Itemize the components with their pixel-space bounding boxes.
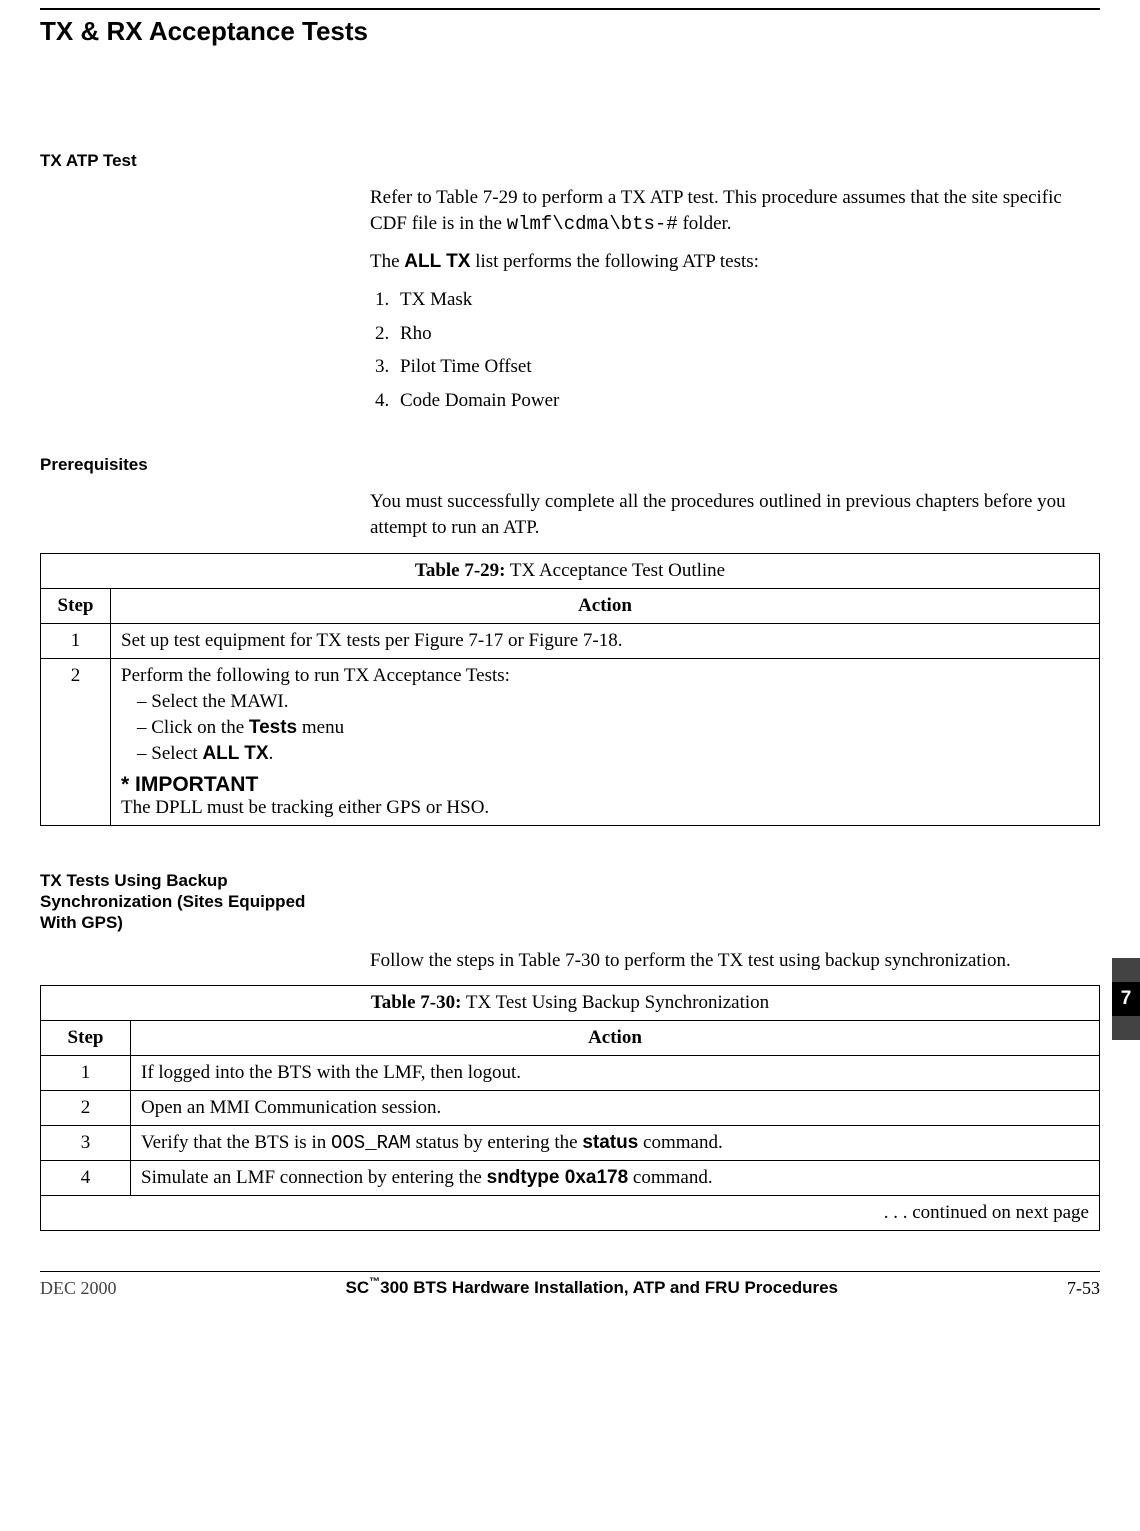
- table-title-bold: Table 7-29:: [415, 560, 506, 581]
- tx-backup-body: Follow the steps in Table 7-30 to perfor…: [370, 948, 1100, 974]
- table-7-30: Table 7-30: TX Test Using Backup Synchro…: [40, 985, 1100, 1231]
- action-cell: Open an MMI Communication session.: [131, 1091, 1100, 1126]
- list-item: Select ALL TX.: [137, 743, 1089, 765]
- text: 300 BTS Hardware Installation, ATP and F…: [380, 1278, 838, 1297]
- mono-text: wlmf\cdma\bts-#: [507, 213, 678, 235]
- table-row: 4 Simulate an LMF connection by entering…: [41, 1161, 1100, 1196]
- footer-center: SC™300 BTS Hardware Installation, ATP an…: [346, 1278, 839, 1298]
- prereq-body: You must successfully complete all the p…: [370, 489, 1100, 540]
- table-row-continued: . . . continued on next page: [41, 1196, 1100, 1231]
- tx-atp-para2: The ALL TX list performs the following A…: [370, 249, 1100, 275]
- list-item: Select the MAWI.: [137, 691, 1089, 713]
- bold-text: Tests: [249, 717, 297, 738]
- text: status by entering the: [411, 1132, 583, 1153]
- text: command.: [628, 1167, 712, 1188]
- text: folder.: [678, 213, 732, 234]
- heading-tx-backup: TX Tests Using Backup Synchronization (S…: [40, 870, 310, 934]
- page-title: TX & RX Acceptance Tests: [40, 16, 1100, 47]
- mono-text: OOS_RAM: [331, 1132, 411, 1154]
- continued-cell: . . . continued on next page: [41, 1196, 1100, 1231]
- list-item: Code Domain Power: [394, 388, 1100, 414]
- heading-tx-atp: TX ATP Test: [40, 151, 1100, 171]
- text: The: [370, 251, 404, 272]
- action-cell: Simulate an LMF connection by entering t…: [131, 1161, 1100, 1196]
- sub-list: Select the MAWI. Click on the Tests menu…: [137, 691, 1089, 765]
- tx-atp-body: Refer to Table 7-29 to perform a TX ATP …: [370, 185, 1100, 413]
- important-label: * IMPORTANT: [121, 773, 1089, 797]
- bold-text: ALL TX: [404, 251, 470, 272]
- table-row: 3 Verify that the BTS is in OOS_RAM stat…: [41, 1126, 1100, 1161]
- table-row: 2 Perform the following to run TX Accept…: [41, 658, 1100, 825]
- step-cell: 1: [41, 1056, 131, 1091]
- text: command.: [638, 1132, 722, 1153]
- step-cell: 2: [41, 658, 111, 825]
- footer-left: DEC 2000: [40, 1278, 117, 1299]
- text: menu: [297, 717, 344, 738]
- text: Simulate an LMF connection by entering t…: [141, 1167, 487, 1188]
- text: Verify that the BTS is in: [141, 1132, 331, 1153]
- table-7-29: Table 7-29: TX Acceptance Test Outline S…: [40, 553, 1100, 826]
- text: Click on the: [151, 717, 249, 738]
- step-cell: 1: [41, 623, 111, 658]
- col-step: Step: [41, 588, 111, 623]
- table-title: Table 7-30: TX Test Using Backup Synchro…: [41, 986, 1100, 1021]
- text: Perform the following to run TX Acceptan…: [121, 665, 1089, 687]
- tx-atp-para1: Refer to Table 7-29 to perform a TX ATP …: [370, 185, 1100, 237]
- tx-backup-para: Follow the steps in Table 7-30 to perfor…: [370, 948, 1100, 974]
- col-step: Step: [41, 1021, 131, 1056]
- important-text: The DPLL must be tracking either GPS or …: [121, 797, 1089, 819]
- table-title: Table 7-29: TX Acceptance Test Outline: [41, 553, 1100, 588]
- top-rule: [40, 8, 1100, 10]
- action-cell: If logged into the BTS with the LMF, the…: [131, 1056, 1100, 1091]
- table-row: 1 If logged into the BTS with the LMF, t…: [41, 1056, 1100, 1091]
- col-action: Action: [131, 1021, 1100, 1056]
- page-footer: DEC 2000 SC™300 BTS Hardware Installatio…: [40, 1271, 1100, 1299]
- list-item: TX Mask: [394, 287, 1100, 313]
- action-cell: Perform the following to run TX Acceptan…: [111, 658, 1100, 825]
- bold-text: sndtype 0xa178: [487, 1167, 629, 1188]
- step-cell: 3: [41, 1126, 131, 1161]
- trademark-icon: ™: [369, 1276, 380, 1288]
- list-item: Click on the Tests menu: [137, 717, 1089, 739]
- list-item: Pilot Time Offset: [394, 354, 1100, 380]
- step-cell: 2: [41, 1091, 131, 1126]
- table-row: 2 Open an MMI Communication session.: [41, 1091, 1100, 1126]
- col-action: Action: [111, 588, 1100, 623]
- bold-text: ALL TX: [202, 743, 268, 764]
- atp-test-list: TX Mask Rho Pilot Time Offset Code Domai…: [394, 287, 1100, 414]
- table-row: 1 Set up test equipment for TX tests per…: [41, 623, 1100, 658]
- list-item: Rho: [394, 321, 1100, 347]
- table-title-bold: Table 7-30:: [371, 992, 462, 1013]
- step-cell: 4: [41, 1161, 131, 1196]
- table-title-text: TX Acceptance Test Outline: [506, 560, 726, 581]
- action-cell: Verify that the BTS is in OOS_RAM status…: [131, 1126, 1100, 1161]
- action-cell: Set up test equipment for TX tests per F…: [111, 623, 1100, 658]
- footer-right: 7-53: [1067, 1278, 1100, 1299]
- text: SC: [346, 1278, 370, 1297]
- bold-text: status: [582, 1132, 638, 1153]
- prereq-para: You must successfully complete all the p…: [370, 489, 1100, 540]
- text: Select: [151, 743, 202, 764]
- text: list performs the following ATP tests:: [470, 251, 759, 272]
- heading-prerequisites: Prerequisites: [40, 455, 1100, 475]
- text: .: [269, 743, 274, 764]
- table-title-text: TX Test Using Backup Synchronization: [461, 992, 769, 1013]
